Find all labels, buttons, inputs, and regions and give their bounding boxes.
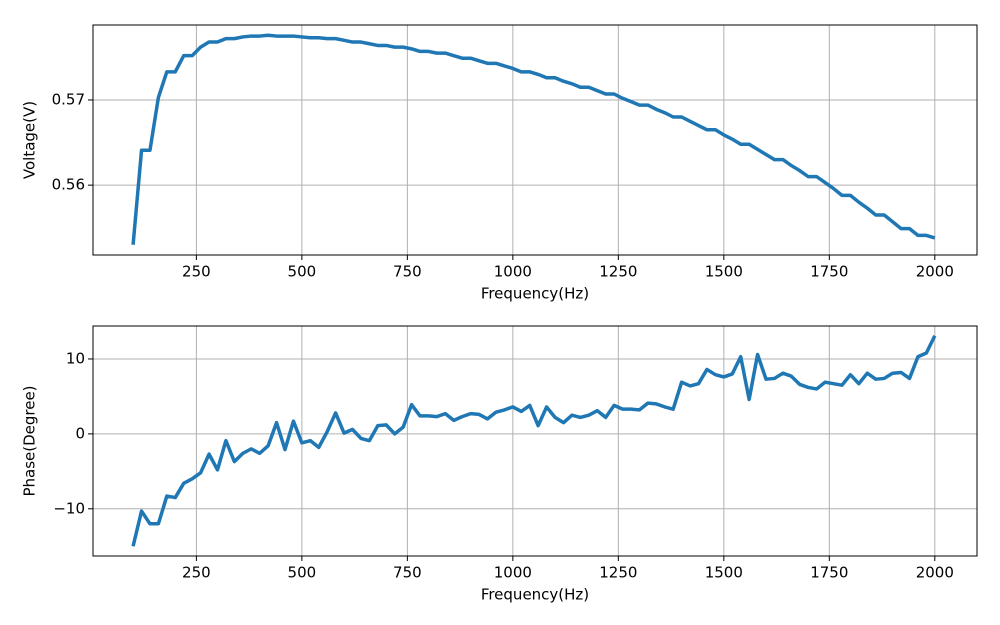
x-tick-label: 750 [393, 263, 422, 281]
x-axis-label: Frequency(Hz) [481, 285, 589, 303]
data-line [131, 334, 937, 547]
x-tick-label: 1750 [810, 564, 848, 582]
x-tick-label: 2000 [916, 564, 954, 582]
x-tick-label: 1250 [599, 564, 637, 582]
y-tick-label: 0.56 [52, 176, 85, 194]
y-tick-label: 0.57 [52, 90, 85, 108]
subplot: 250 500 750 1000 1250 1500 1750 2000 0.56 0.57 Fre… [21, 24, 978, 303]
x-tick-label: 1000 [494, 263, 532, 281]
x-tick-label: 1500 [705, 263, 743, 281]
x-tick-label: 1250 [599, 263, 637, 281]
data-line [131, 33, 936, 245]
y-axis-label: Phase(Degree) [21, 385, 39, 496]
x-tick-label: 1000 [494, 564, 532, 582]
y-tick-label: −10 [53, 499, 85, 517]
x-tick-label: 750 [393, 564, 422, 582]
y-tick-label: 0 [75, 424, 85, 442]
x-tick-label: 500 [288, 263, 317, 281]
x-axis-label: Frequency(Hz) [481, 586, 589, 604]
plot-frame [92, 24, 978, 256]
x-tick-label: 2000 [916, 263, 954, 281]
plot-frame [92, 325, 978, 557]
y-axis-label: Voltage(V) [21, 101, 39, 179]
series [131, 334, 937, 547]
y-tick-label: 10 [66, 349, 85, 367]
x-tick-label: 1500 [705, 564, 743, 582]
x-tick-label: 1750 [810, 263, 848, 281]
subplot: 250 500 750 1000 1250 1500 1750 2000 −10 0 10 Frequ… [21, 325, 978, 604]
x-tick-label: 500 [288, 564, 317, 582]
series [131, 33, 936, 245]
x-tick-label: 250 [182, 564, 211, 582]
x-tick-label: 250 [182, 263, 211, 281]
